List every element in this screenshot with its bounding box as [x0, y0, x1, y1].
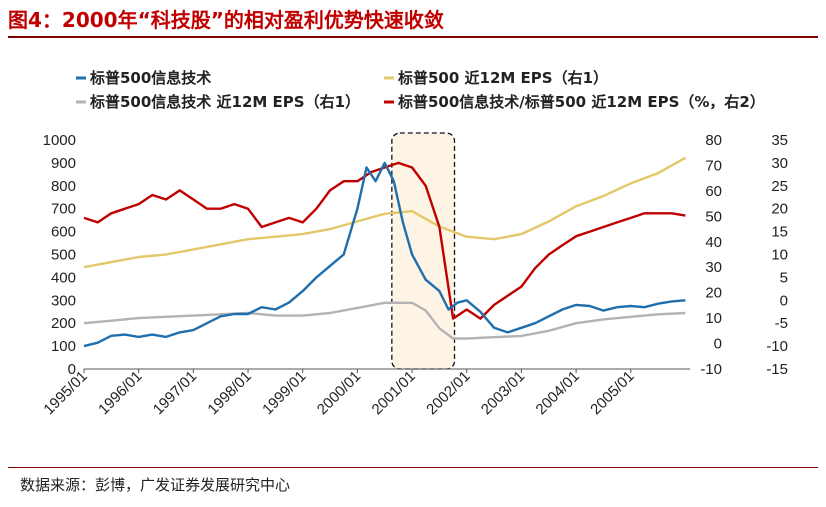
- left-axis-tick-label: 100: [51, 338, 76, 355]
- left-axis-tick-label: 600: [51, 224, 76, 241]
- left-axis-tick-label: 200: [51, 315, 76, 332]
- right2-axis-tick-label: -10: [766, 338, 788, 355]
- left-axis-tick-label: 0: [68, 361, 76, 378]
- right1-axis-tick-label: 80: [705, 132, 722, 149]
- x-axis-tick-label: 2005/01: [587, 368, 637, 418]
- right2-axis-tick-label: -15: [766, 361, 788, 378]
- legend-label-2: 标普500 近12M EPS（右1）: [397, 69, 608, 87]
- left-axis-tick-label: 400: [51, 269, 76, 286]
- left-axis-tick-label: 700: [51, 201, 76, 218]
- right2-axis-tick-label: 5: [780, 269, 788, 286]
- right1-axis-tick-label: 60: [705, 183, 722, 200]
- x-axis-tick-label: 2000/01: [314, 368, 364, 418]
- left-axis-tick-label: 500: [51, 247, 76, 264]
- left-axis-tick-label: 800: [51, 178, 76, 195]
- x-axis-tick-label: 2002/01: [423, 368, 473, 418]
- right2-axis-tick-label: 0: [780, 292, 788, 309]
- right1-axis-tick-label: -10: [700, 361, 722, 378]
- right1-axis-tick-label: 0: [714, 336, 722, 353]
- right2-axis-tick-label: 30: [771, 155, 788, 172]
- legend-label-1: 标普500信息技术: [89, 69, 211, 87]
- right2-axis-tick-label: 35: [771, 132, 788, 149]
- right2-axis-tick-label: 25: [771, 178, 788, 195]
- x-axis-tick-label: 1997/01: [150, 368, 200, 418]
- x-axis-tick-label: 1998/01: [204, 368, 254, 418]
- series-line-4: [83, 161, 686, 320]
- source-note: 数据来源：彭博，广发证券发展研究中心: [20, 476, 291, 494]
- series-line-3: [83, 301, 686, 340]
- x-axis-tick-label: 2001/01: [369, 368, 419, 418]
- source-rule: [8, 467, 818, 468]
- right1-axis-tick-label: 30: [705, 259, 722, 276]
- legend-label-3: 标普500信息技术 近12M EPS（右1）: [89, 93, 360, 111]
- right1-axis-tick-label: 70: [705, 157, 722, 174]
- x-axis-tick-label: 2003/01: [478, 368, 528, 418]
- x-axis-tick-label: 2004/01: [533, 368, 583, 418]
- x-axis-tick-label: 1995/01: [40, 368, 90, 418]
- series-line-2: [83, 156, 686, 269]
- right2-axis-tick-label: 15: [771, 224, 788, 241]
- series-line-1: [83, 161, 686, 348]
- left-axis-tick-label: 1000: [43, 132, 76, 149]
- right1-axis-tick-label: 20: [705, 285, 722, 302]
- right1-axis-tick-label: 40: [705, 234, 722, 251]
- right2-axis-tick-label: -5: [775, 315, 788, 332]
- left-axis-tick-label: 300: [51, 292, 76, 309]
- right1-axis-tick-label: 50: [705, 208, 722, 225]
- right2-axis-tick-label: 20: [771, 201, 788, 218]
- legend-label-4: 标普500信息技术/标普500 近12M EPS（%，右2）: [397, 93, 765, 111]
- figure-title: 图4：2000年“科技股”的相对盈利优势快速收敛: [8, 8, 444, 32]
- x-axis-tick-label: 1996/01: [95, 368, 145, 418]
- x-axis-tick-label: 1999/01: [259, 368, 309, 418]
- title-rule: [8, 36, 818, 38]
- right1-axis-tick-label: 10: [705, 310, 722, 327]
- right2-axis-tick-label: 10: [771, 247, 788, 264]
- left-axis-tick-label: 900: [51, 155, 76, 172]
